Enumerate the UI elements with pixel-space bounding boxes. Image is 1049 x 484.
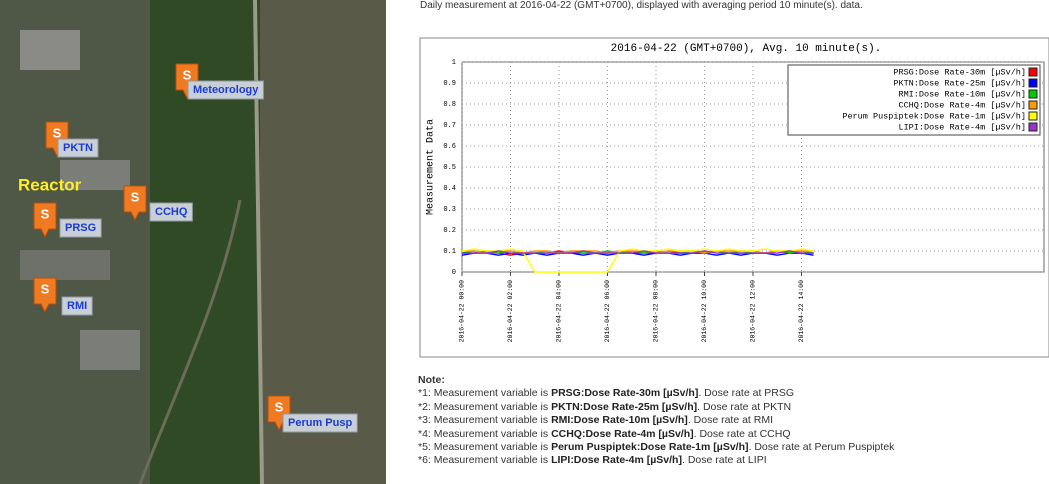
- legend-label: RMI:Dose Rate-10m [µSv/h]: [898, 89, 1026, 99]
- note-text: . Dose rate at CCHQ: [694, 428, 791, 440]
- map-area: [0, 0, 150, 484]
- header-text: Daily measurement at 2016-04-22 (GMT+070…: [420, 0, 863, 11]
- note-text: *1: Measurement variable is: [418, 387, 551, 399]
- map-label[interactable]: RMI: [67, 300, 87, 312]
- map-label[interactable]: Perum Pusp: [288, 417, 352, 429]
- note-variable: LIPI:Dose Rate-4m [µSv/h]: [551, 454, 682, 466]
- y-tick-label: 0.9: [443, 80, 456, 88]
- legend-swatch: [1029, 101, 1037, 109]
- map-label[interactable]: PRSG: [65, 222, 96, 234]
- y-tick-label: 0.7: [443, 122, 456, 130]
- legend-swatch: [1029, 123, 1037, 131]
- y-tick-label: 0.2: [443, 227, 456, 235]
- page: {"header": {"text": "Daily measurement a…: [0, 0, 1049, 484]
- map-building: [20, 30, 80, 70]
- y-tick-label: 0.8: [443, 101, 456, 109]
- note-variable: PKTN:Dose Rate-25m [µSv/h]: [551, 401, 697, 413]
- note-line: *4: Measurement variable is CCHQ:Dose Ra…: [418, 428, 894, 441]
- map-pin-icon: S: [183, 67, 192, 82]
- note-text: . Dose rate at PRSG: [698, 387, 794, 399]
- map-pin-icon: S: [131, 189, 140, 204]
- note-text: *5: Measurement variable is: [418, 441, 551, 453]
- note-variable: PRSG:Dose Rate-30m [µSv/h]: [551, 387, 698, 399]
- y-tick-label: 0: [452, 269, 456, 277]
- note-variable: RMI:Dose Rate-10m [µSv/h]: [551, 414, 688, 426]
- note-text: *2: Measurement variable is: [418, 401, 551, 413]
- notes: Note: *1: Measurement variable is PRSG:D…: [418, 374, 894, 468]
- series-line: [462, 253, 814, 255]
- note-variable: CCHQ:Dose Rate-4m [µSv/h]: [551, 428, 694, 440]
- note-line: *6: Measurement variable is LIPI:Dose Ra…: [418, 454, 894, 467]
- map-pin-icon: S: [41, 281, 50, 296]
- x-tick-label: 2016-04-22 10:00: [701, 280, 708, 343]
- map-forest: [150, 0, 260, 484]
- x-tick-label: 2016-04-22 06:00: [604, 280, 611, 343]
- note-line: *1: Measurement variable is PRSG:Dose Ra…: [418, 387, 894, 400]
- legend-label: PKTN:Dose Rate-25m [µSv/h]: [893, 78, 1026, 88]
- legend-label: LIPI:Dose Rate-4m [µSv/h]: [898, 122, 1026, 132]
- chart-title: 2016-04-22 (GMT+0700), Avg. 10 minute(s)…: [611, 43, 882, 55]
- note-text: . Dose rate at LIPI: [682, 454, 767, 466]
- map-pin-icon: S: [41, 206, 50, 221]
- legend-swatch: [1029, 112, 1037, 120]
- y-tick-label: 0.1: [443, 248, 456, 256]
- legend-swatch: [1029, 90, 1037, 98]
- series-line: [462, 251, 814, 255]
- legend-swatch: [1029, 68, 1037, 76]
- map-building: [80, 330, 140, 370]
- note-variable: Perum Puspiptek:Dose Rate-1m [µSv/h]: [551, 441, 748, 453]
- chart-frame: [420, 38, 1049, 357]
- x-tick-label: 2016-04-22 12:00: [750, 280, 757, 343]
- note-text: *4: Measurement variable is: [418, 428, 551, 440]
- note-text: . Dose rate at RMI: [688, 414, 773, 426]
- series-line: [462, 251, 814, 253]
- y-tick-label: 0.5: [443, 164, 456, 172]
- x-tick-label: 2016-04-22 00:00: [459, 280, 466, 343]
- series-line: [462, 251, 814, 253]
- series-line: [462, 249, 814, 272]
- map-label[interactable]: Meteorology: [193, 84, 259, 96]
- note-line: *5: Measurement variable is Perum Puspip…: [418, 441, 894, 454]
- note-text: *6: Measurement variable is: [418, 454, 551, 466]
- site-map: SMeteorologySPKTNReactorSPRSGSCCHQSRMISP…: [0, 0, 386, 484]
- map-building: [20, 250, 110, 280]
- legend-swatch: [1029, 79, 1037, 87]
- plot-area: [462, 62, 1044, 272]
- legend-label: PRSG:Dose Rate-30m [µSv/h]: [893, 67, 1026, 77]
- note-line: *3: Measurement variable is RMI:Dose Rat…: [418, 414, 894, 427]
- y-tick-label: 0.4: [443, 185, 456, 193]
- legend-label: CCHQ:Dose Rate-4m [µSv/h]: [898, 100, 1026, 110]
- map-label[interactable]: Reactor: [18, 175, 82, 194]
- y-tick-label: 1: [452, 59, 456, 67]
- note-text: . Dose rate at Perum Puspiptek: [749, 441, 895, 453]
- note-text: . Dose rate at PKTN: [697, 401, 791, 413]
- map-label[interactable]: CCHQ: [155, 206, 188, 218]
- x-tick-label: 2016-04-22 08:00: [653, 280, 660, 343]
- legend-box: [788, 65, 1040, 135]
- map-label[interactable]: PKTN: [63, 142, 93, 154]
- map-pin-icon: S: [53, 125, 62, 140]
- y-axis-label: Measurement Data: [426, 119, 437, 215]
- notes-title: Note:: [418, 374, 894, 387]
- x-tick-label: 2016-04-22 04:00: [556, 280, 563, 343]
- series-line: [462, 251, 814, 253]
- note-text: *3: Measurement variable is: [418, 414, 551, 426]
- y-tick-label: 0.3: [443, 206, 456, 214]
- y-tick-label: 0.6: [443, 143, 456, 151]
- x-tick-label: 2016-04-22 14:00: [798, 280, 805, 343]
- note-line: *2: Measurement variable is PKTN:Dose Ra…: [418, 401, 894, 414]
- map-pin-icon: S: [275, 399, 284, 414]
- legend-label: Perum Puspiptek:Dose Rate-1m [µSv/h]: [842, 111, 1026, 121]
- x-tick-label: 2016-04-22 02:00: [507, 280, 514, 343]
